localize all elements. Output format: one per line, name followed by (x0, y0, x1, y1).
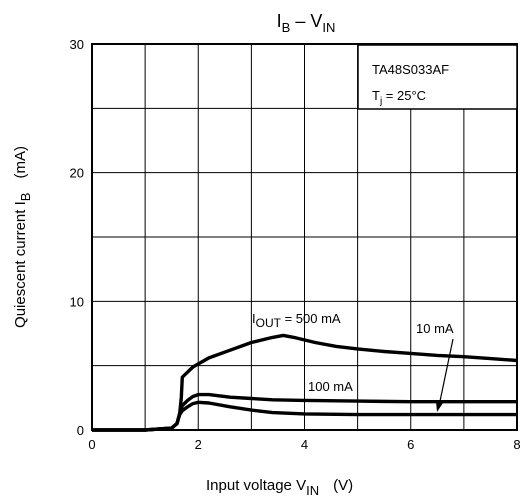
x-tick-label: 4 (301, 437, 308, 452)
legend-part-number: TA48S033AF (372, 62, 449, 77)
legend-condition: Tj = 25°C (372, 88, 426, 107)
y-tick-label: 20 (70, 166, 84, 181)
x-tick-label: 6 (407, 437, 414, 452)
y-tick-label: 0 (77, 423, 84, 438)
annotation-10ma: 10 mA (416, 321, 454, 336)
series-lines (92, 333, 518, 432)
legend-frame (357, 44, 518, 110)
y-tick-label: 30 (70, 37, 84, 52)
annotation-500ma: IOUT = 500 mA (252, 311, 341, 330)
tick-labels: 0 2 4 6 8 0 10 20 30 (70, 37, 521, 452)
y-tick-label: 10 (70, 294, 84, 309)
annotation-10ma-arrowhead (436, 401, 443, 412)
annotation-10ma-arrow (438, 338, 454, 407)
series-line-10ma (92, 400, 517, 432)
annotation-100ma: 100 mA (308, 379, 353, 394)
x-tick-label: 2 (195, 437, 202, 452)
x-tick-label: 0 (88, 437, 95, 452)
plot-frame (91, 43, 518, 431)
x-tick-label: 8 (513, 437, 520, 452)
y-axis-label: Quiescent current IB(mA) (12, 146, 33, 328)
legend-box: TA48S033AF Tj = 25°C (357, 44, 518, 110)
chart-title: IB – VIN (277, 11, 336, 35)
x-axis-label: Input voltage VIN (V) (206, 477, 353, 498)
